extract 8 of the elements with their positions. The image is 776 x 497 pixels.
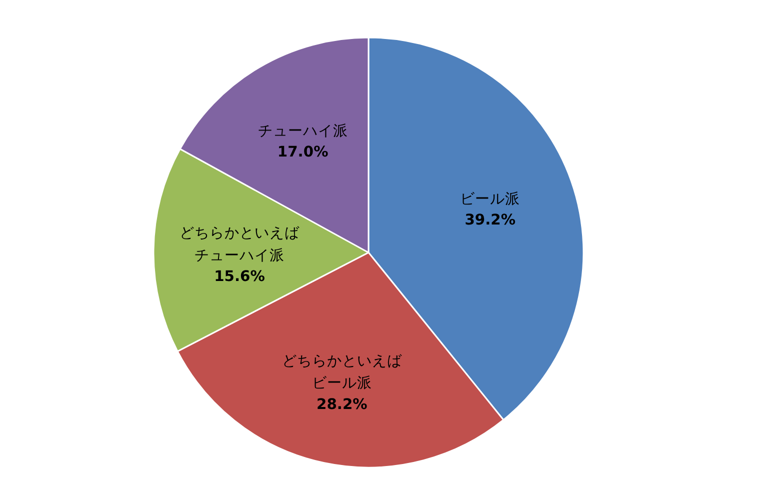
data-label: 28.2% (316, 396, 368, 413)
slice-label: どちらかといえばビール派 (282, 352, 403, 392)
slice-label: どちらかといえばチューハイ派 (180, 224, 301, 264)
data-label: 15.6% (214, 268, 266, 286)
slice-label: チューハイ派 (258, 122, 348, 140)
slice-label: ビール派 (460, 190, 520, 208)
data-label: 17.0% (277, 144, 329, 161)
data-label: 39.2% (464, 212, 516, 229)
